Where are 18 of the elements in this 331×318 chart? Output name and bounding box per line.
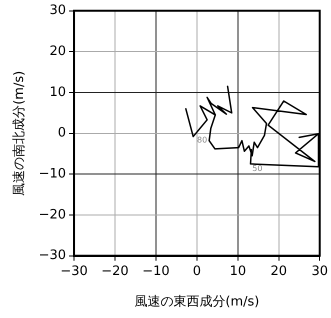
x-tick-label: −20 xyxy=(101,264,129,279)
y-tick-label: 0 xyxy=(58,126,66,141)
x-axis-title: 風速の東西成分(m/s) xyxy=(134,294,260,310)
annotation: 80 xyxy=(196,136,208,145)
x-tick-label: 0 xyxy=(192,264,202,279)
y-tick-label: −10 xyxy=(38,166,66,182)
x-tick-label: 20 xyxy=(270,264,288,279)
x-tick-label: 30 xyxy=(311,264,328,279)
y-tick-label: 10 xyxy=(49,84,66,100)
y-tick-label: 30 xyxy=(49,3,66,18)
y-tick-label: 20 xyxy=(49,44,66,60)
x-tick-label: −10 xyxy=(142,264,170,279)
annotation: 50 xyxy=(252,164,262,173)
y-axis-title: 風速の南北成分(m/s) xyxy=(12,70,28,196)
y-tick-label: −20 xyxy=(38,207,66,222)
x-tick-label: 10 xyxy=(230,264,246,279)
x-tick-label: −30 xyxy=(60,264,88,279)
y-tick-label: −30 xyxy=(38,248,66,264)
